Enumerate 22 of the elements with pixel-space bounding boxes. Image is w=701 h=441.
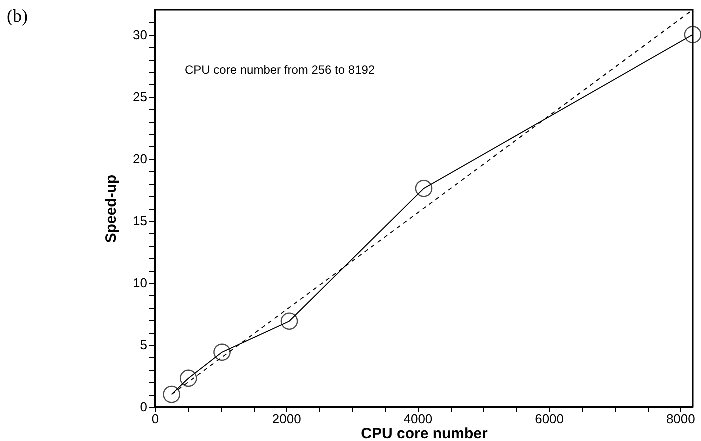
point (214, 344, 231, 362)
y-tick-label: 20 (133, 151, 148, 166)
x-axis-title: CPU core number (361, 426, 488, 441)
y-tick-label: 5 (140, 337, 148, 352)
point (684, 26, 701, 44)
x-tick-label: 4000 (404, 412, 433, 426)
x-tick-label: 0 (152, 412, 160, 426)
y-tick-label: 25 (133, 89, 148, 104)
x-tick-label: 2000 (272, 412, 302, 426)
y-tick-label: 15 (133, 213, 148, 228)
point (163, 386, 180, 404)
x-tick-label: 8000 (666, 412, 696, 426)
point (415, 180, 433, 198)
y-tick-label: 30 (133, 27, 148, 42)
point (280, 312, 298, 330)
annotation: CPU core number from 256 to 8192 (185, 63, 376, 77)
y-tick-label: 10 (133, 275, 148, 290)
point (180, 370, 198, 388)
y-axis-title: Speed-up (103, 174, 120, 244)
x-tick-label: 6000 (535, 412, 564, 426)
text: (b) (7, 6, 28, 26)
y-tick-label: 0 (140, 400, 148, 414)
